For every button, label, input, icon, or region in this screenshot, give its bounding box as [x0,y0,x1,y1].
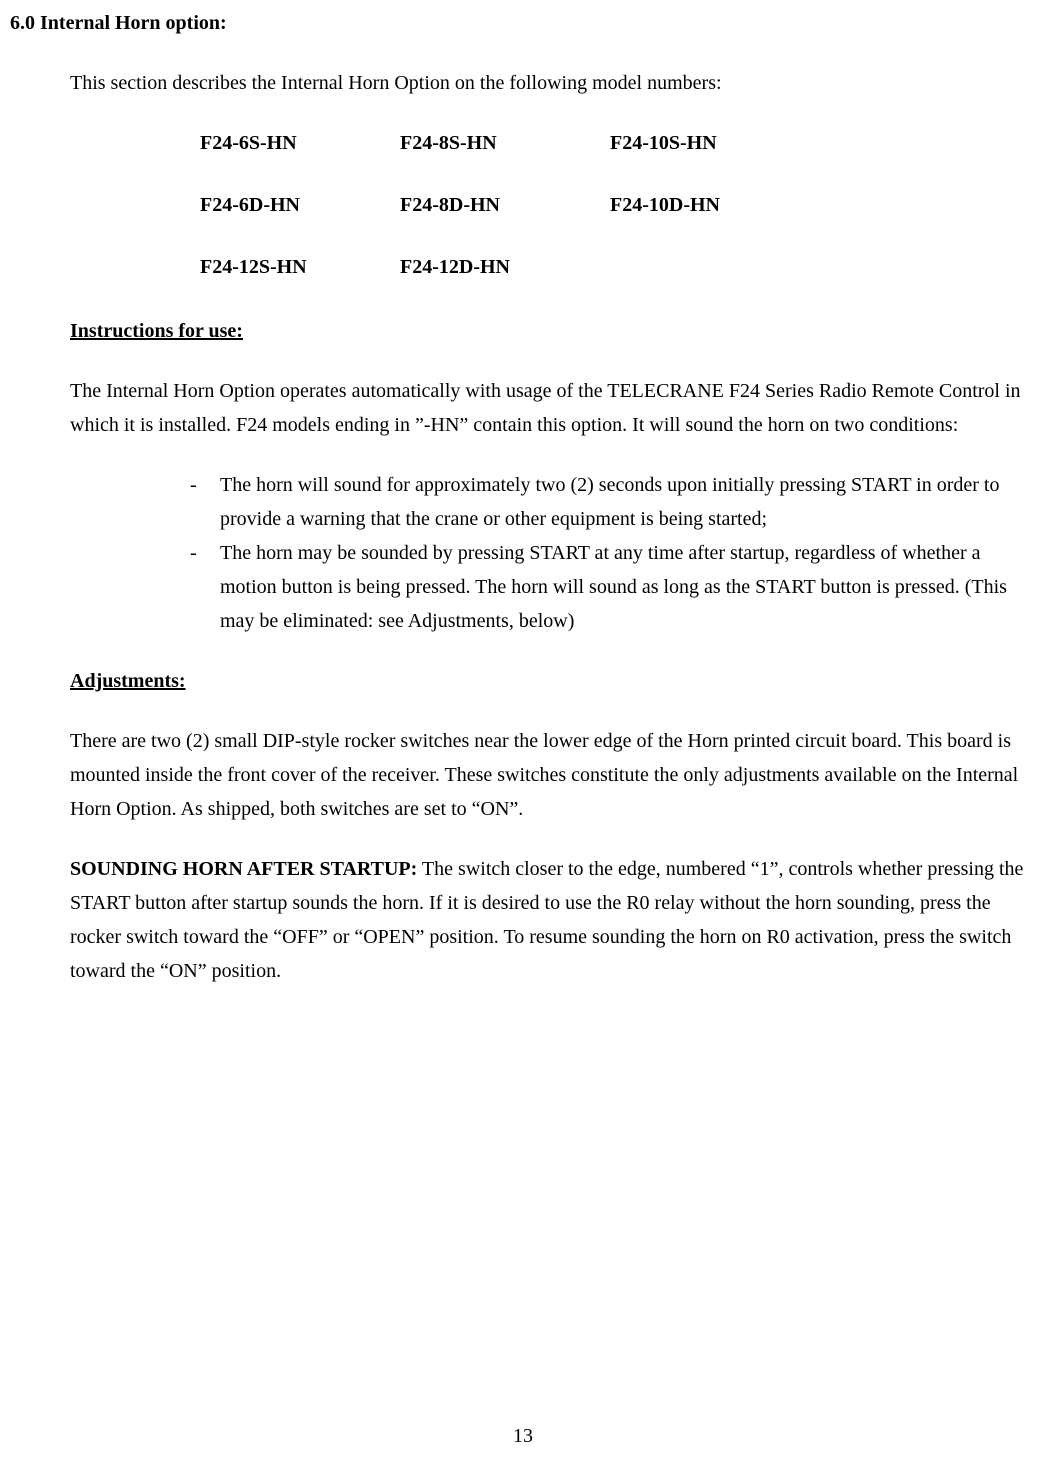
model-table: F24-6S-HN F24-8S-HN F24-10S-HN F24-6D-HN… [200,126,1026,284]
bullet-list: - The horn will sound for approximately … [190,468,1026,638]
bullet-item: - The horn will sound for approximately … [190,468,1026,536]
sounding-paragraph: SOUNDING HORN AFTER STARTUP: The switch … [70,852,1026,988]
model-cell: F24-10S-HN [610,126,717,160]
page-number: 13 [0,1419,1046,1453]
model-cell: F24-8S-HN [400,126,610,160]
bullet-text: The horn may be sounded by pressing STAR… [220,536,1026,638]
adjustments-paragraph: There are two (2) small DIP-style rocker… [70,724,1026,826]
model-row: F24-12S-HN F24-12D-HN [200,250,1026,284]
section-heading: 6.0 Internal Horn option: [10,6,1026,40]
model-cell: F24-8D-HN [400,188,610,222]
content-block: This section describes the Internal Horn… [70,66,1026,988]
sounding-bold-label: SOUNDING HORN AFTER STARTUP: [70,858,417,880]
model-cell: F24-6S-HN [200,126,400,160]
bullet-dash: - [190,468,220,536]
model-cell: F24-10D-HN [610,188,720,222]
model-row: F24-6S-HN F24-8S-HN F24-10S-HN [200,126,1026,160]
bullet-item: - The horn may be sounded by pressing ST… [190,536,1026,638]
bullet-dash: - [190,536,220,638]
model-cell: F24-12D-HN [400,250,610,284]
model-cell: F24-12S-HN [200,250,400,284]
instructions-paragraph: The Internal Horn Option operates automa… [70,374,1026,442]
model-cell: F24-6D-HN [200,188,400,222]
bullet-text: The horn will sound for approximately tw… [220,468,1026,536]
model-row: F24-6D-HN F24-8D-HN F24-10D-HN [200,188,1026,222]
intro-paragraph: This section describes the Internal Horn… [70,66,1026,100]
instructions-heading: Instructions for use: [70,314,1026,348]
page: 6.0 Internal Horn option: This section d… [0,0,1046,1473]
adjustments-heading: Adjustments: [70,664,1026,698]
